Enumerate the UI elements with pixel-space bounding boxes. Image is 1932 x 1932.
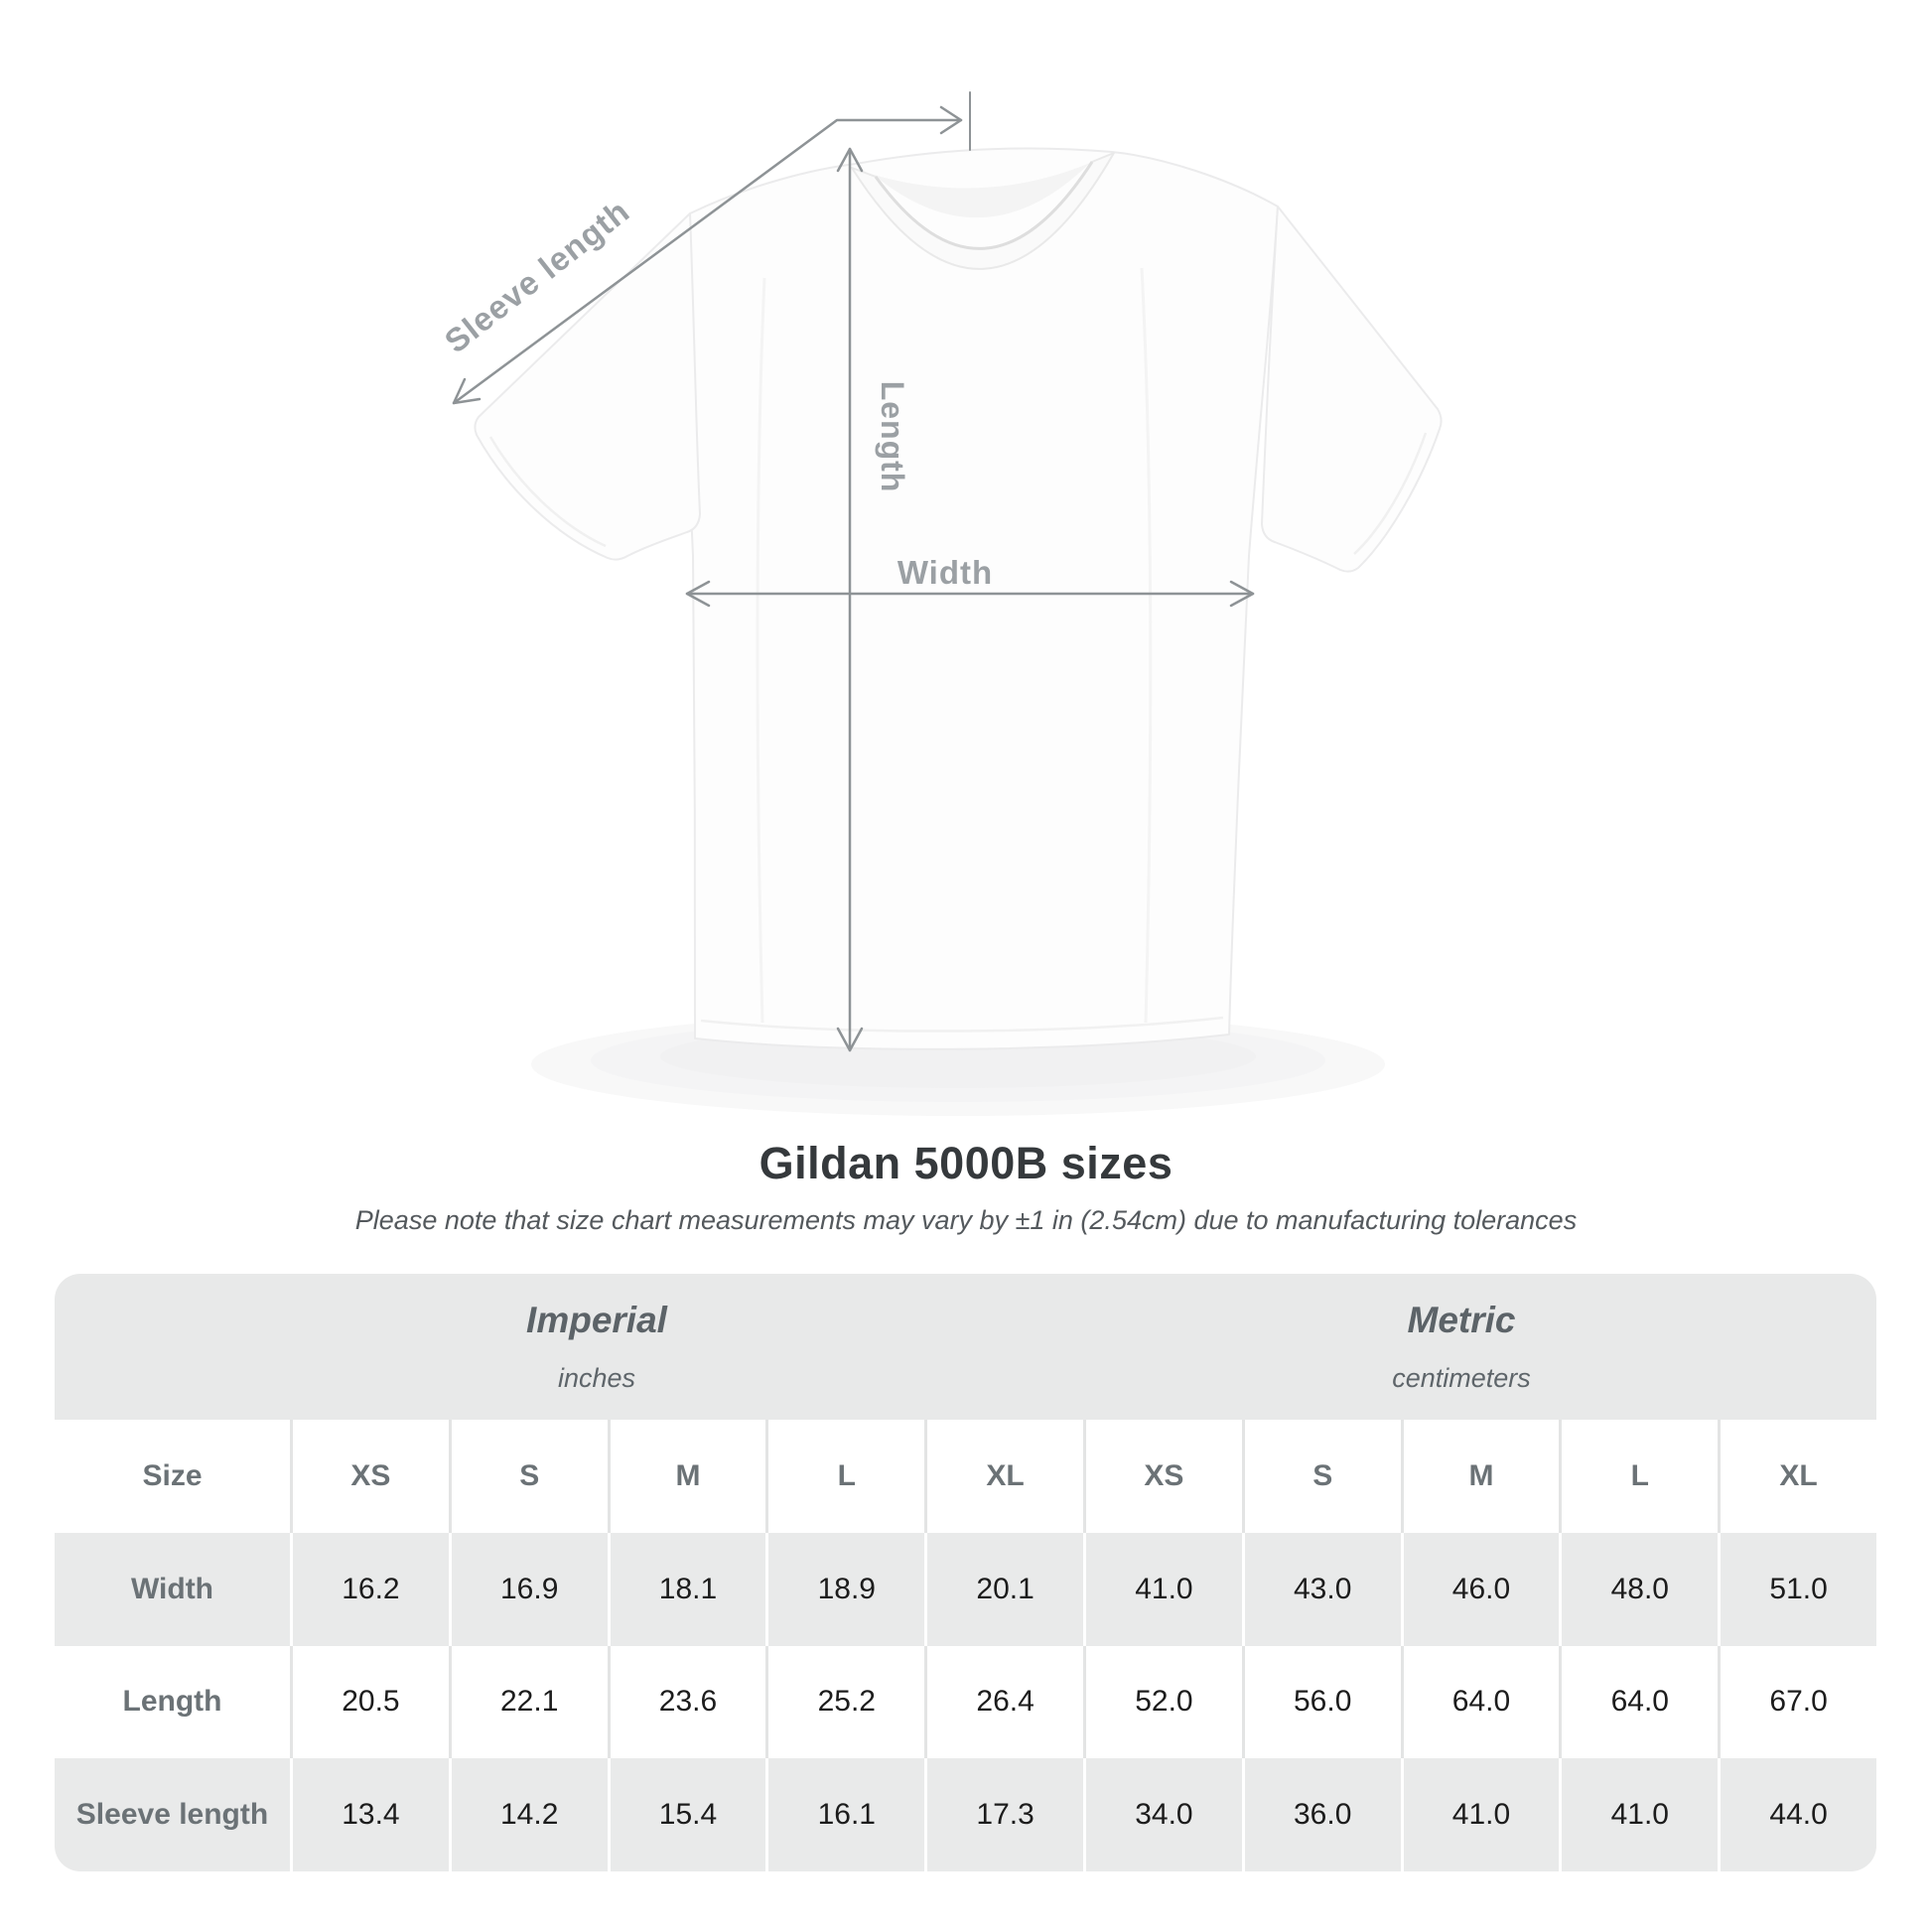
value-cell: 18.9: [765, 1532, 924, 1646]
value-cell: 22.1: [448, 1645, 608, 1759]
value-cell: 26.4: [924, 1645, 1083, 1759]
col-header: S: [1241, 1420, 1401, 1533]
right-cuff-stitch: [1353, 432, 1428, 555]
measurement-annotations: [452, 91, 1255, 1052]
col-header: S: [448, 1420, 608, 1533]
fold-line-left: [756, 277, 766, 1024]
table-row-length: Length 20.5 22.1 23.6 25.2 26.4 52.0 56.…: [55, 1645, 1876, 1759]
value-cell: 34.0: [1083, 1758, 1242, 1871]
value-cell: 44.0: [1718, 1758, 1876, 1871]
value-cell: 15.4: [607, 1758, 766, 1871]
table-row-width: Width 16.2 16.9 18.1 18.9 20.1 41.0 43.0…: [55, 1532, 1876, 1646]
value-cell: 14.2: [448, 1758, 608, 1871]
collar-opening-shadow: [874, 161, 1094, 250]
width-arrowhead-right: [1229, 580, 1255, 608]
tshirt-measurement-diagram: Sleeve length Length Width: [437, 91, 1443, 1102]
width-label: Width: [897, 554, 993, 591]
left-cuff-stitch: [488, 436, 607, 548]
col-header: M: [607, 1420, 766, 1533]
value-cell: 56.0: [1241, 1645, 1401, 1759]
size-table-body: Size XS S M L XL XS S M L XL Width 16.2 …: [55, 1420, 1876, 1871]
corner-label: Size: [142, 1458, 203, 1492]
value-cell: 13.4: [290, 1758, 449, 1871]
value-cell: 64.0: [1400, 1645, 1560, 1759]
value-cell: 52.0: [1083, 1645, 1242, 1759]
value-cell: 16.9: [448, 1532, 608, 1646]
row-label: Sleeve length: [75, 1798, 269, 1832]
metric-group-name: Metric: [1407, 1300, 1516, 1340]
tolerance-note: Please note that size chart measurements…: [354, 1205, 1578, 1235]
length-label: Length: [875, 381, 910, 493]
collar-back: [874, 163, 1090, 218]
value-cell: 41.0: [1083, 1532, 1242, 1646]
imperial-group-header: Imperial inches: [526, 1274, 667, 1420]
col-header: XL: [924, 1420, 1083, 1533]
imperial-group-name: Imperial: [526, 1300, 667, 1340]
table-unit-header: Imperial inches Metric centimeters: [55, 1274, 1876, 1420]
value-cell: 48.0: [1559, 1532, 1718, 1646]
value-cell: 25.2: [765, 1645, 924, 1759]
metric-group-header: Metric centimeters: [1392, 1274, 1531, 1420]
tshirt-right-sleeve: [1261, 206, 1443, 573]
col-header: L: [765, 1420, 924, 1533]
value-cell: 41.0: [1559, 1758, 1718, 1871]
value-cell: 18.1: [607, 1532, 766, 1646]
value-cell: 43.0: [1241, 1532, 1401, 1646]
col-header: M: [1400, 1420, 1560, 1533]
value-cell: 20.1: [924, 1532, 1083, 1646]
value-cell: 46.0: [1400, 1532, 1560, 1646]
value-cell: 51.0: [1718, 1532, 1876, 1646]
value-cell: 20.5: [290, 1645, 449, 1759]
imperial-group-unit: inches: [557, 1363, 636, 1393]
col-header: XS: [290, 1420, 449, 1533]
sleeve-length-line: [452, 118, 963, 405]
fold-line-right: [1140, 267, 1153, 1024]
table-row-size-headers: Size XS S M L XL XS S M L XL: [55, 1420, 1876, 1533]
value-cell: 36.0: [1241, 1758, 1401, 1871]
value-cell: 17.3: [924, 1758, 1083, 1871]
hem-stitch: [700, 1016, 1224, 1033]
tshirt-torso: [686, 147, 1279, 1050]
row-label: Width: [130, 1572, 214, 1605]
value-cell: 23.6: [607, 1645, 766, 1759]
page-title: Gildan 5000B sizes: [759, 1138, 1173, 1188]
value-cell: 16.2: [290, 1532, 449, 1646]
sleeve-length-arrowhead-center: [939, 105, 963, 135]
width-arrowhead-left: [685, 580, 711, 608]
value-cell: 41.0: [1400, 1758, 1560, 1871]
value-cell: 16.1: [765, 1758, 924, 1871]
row-label: Length: [122, 1685, 222, 1719]
length-arrowhead-bottom: [836, 1027, 864, 1052]
size-table: Imperial inches Metric centimeters Size …: [55, 1274, 1876, 1871]
col-header: XL: [1718, 1420, 1876, 1533]
sleeve-length-arrowhead-end: [452, 377, 482, 405]
length-arrowhead-top: [836, 147, 864, 173]
table-row-sleeve-length: Sleeve length 13.4 14.2 15.4 16.1 17.3 3…: [55, 1758, 1876, 1871]
value-cell: 67.0: [1718, 1645, 1876, 1759]
col-header: XS: [1083, 1420, 1242, 1533]
col-header: L: [1559, 1420, 1718, 1533]
metric-group-unit: centimeters: [1392, 1363, 1531, 1393]
tshirt-graphic: [474, 147, 1443, 1050]
value-cell: 64.0: [1559, 1645, 1718, 1759]
tshirt-left-sleeve: [474, 212, 701, 561]
